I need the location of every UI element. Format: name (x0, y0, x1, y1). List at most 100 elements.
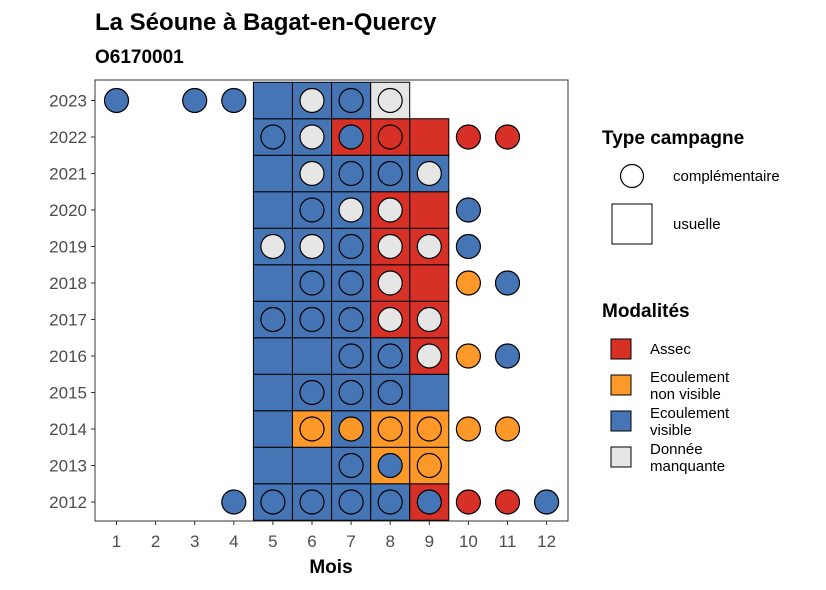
point-complementaire-2012-7 (338, 489, 364, 515)
tile-usuelle-2021-5 (252, 154, 293, 193)
tile-usuelle-2023-5 (252, 81, 293, 120)
complementaire-points (103, 87, 560, 515)
point-complementaire-2022-8 (377, 124, 403, 150)
legend-type-title: Type campagne (602, 128, 744, 149)
x-axis-title: Mois (309, 557, 352, 578)
point-complementaire-2022-7 (338, 124, 364, 150)
point-complementaire-2020-8 (377, 197, 403, 223)
point-complementaire-2021-9 (416, 160, 442, 187)
x-tick-label-4: 4 (229, 532, 238, 551)
legend-modalites: Modalités Assec Ecoulement non visibleEcou… (602, 301, 730, 475)
tile-usuelle-2015-9 (409, 373, 450, 412)
point-complementaire-2012-12 (533, 489, 560, 515)
point-complementaire-2012-8 (377, 489, 403, 515)
y-tick-label-2018: 2018 (49, 274, 87, 293)
point-complementaire-2023-8 (377, 87, 403, 114)
tile-usuelle-2016-6 (292, 337, 332, 375)
point-complementaire-2016-9 (416, 343, 442, 369)
x-tick-label-6: 6 (307, 532, 316, 551)
legend-label-ecoulement-visible: Ecoulement visible (650, 405, 730, 439)
x-tick-label-2: 2 (151, 532, 160, 551)
point-complementaire-2018-10 (455, 270, 481, 296)
y-tick-label-2023: 2023 (49, 92, 87, 111)
point-complementaire-2021-8 (377, 160, 403, 187)
point-complementaire-2014-6 (299, 416, 325, 442)
x-tick-label-1: 1 (112, 532, 121, 551)
point-complementaire-2016-10 (455, 343, 481, 369)
point-complementaire-2022-5 (260, 124, 286, 150)
legend-label-assec: Assec (650, 341, 691, 358)
point-complementaire-2013-7 (338, 452, 364, 479)
point-complementaire-2021-6 (299, 160, 325, 187)
point-complementaire-2012-11 (494, 489, 521, 515)
tile-usuelle-2013-6 (292, 446, 332, 485)
point-complementaire-2013-8 (377, 452, 403, 479)
point-complementaire-2017-8 (377, 306, 403, 333)
point-complementaire-2022-10 (455, 124, 481, 150)
x-axis: 1 2 3 4 5 6 7 8 9 10 11 12 (112, 521, 556, 551)
legend-key-circle (619, 163, 645, 189)
point-complementaire-2016-8 (377, 343, 403, 369)
legend-swatch-donn-e-manquante (610, 446, 632, 468)
x-tick-label-9: 9 (425, 532, 434, 551)
x-tick-label-8: 8 (385, 532, 394, 551)
point-complementaire-2017-9 (416, 306, 442, 333)
tile-usuelle-2016-5 (252, 337, 293, 375)
legend-label-ecoulement-non-visible: Ecoulement non visible (650, 369, 730, 403)
x-tick-label-5: 5 (268, 532, 277, 551)
point-complementaire-2020-10 (455, 197, 481, 223)
point-complementaire-2013-9 (416, 452, 442, 479)
point-complementaire-2023-4 (221, 87, 247, 114)
point-complementaire-2014-11 (494, 416, 521, 442)
point-complementaire-2023-6 (299, 87, 325, 114)
point-complementaire-2012-6 (299, 489, 325, 515)
legend-swatch-ecoulement-non-visible (610, 374, 632, 396)
point-complementaire-2015-7 (338, 379, 364, 406)
tile-usuelle-2014-5 (252, 410, 293, 448)
legend-modalites-title: Modalités (602, 301, 690, 322)
y-tick-label-2021: 2021 (49, 165, 87, 184)
legend-swatch-assec (610, 338, 632, 360)
y-tick-label-2014: 2014 (49, 420, 87, 439)
point-complementaire-2018-7 (338, 270, 364, 296)
x-tick-label-12: 12 (537, 532, 556, 551)
plot-area (94, 79, 569, 522)
legend-label-square: usuelle (673, 216, 721, 233)
point-complementaire-2023-3 (182, 87, 208, 114)
point-complementaire-2019-8 (377, 233, 403, 260)
y-tick-label-2017: 2017 (49, 311, 87, 330)
tile-usuelle-2018-5 (252, 264, 293, 302)
point-complementaire-2015-6 (299, 379, 325, 406)
point-complementaire-2023-7 (338, 87, 364, 114)
point-complementaire-2020-6 (299, 197, 325, 223)
legend-label-donn-e-manquante: Donnée manquante (650, 441, 725, 475)
chart-subtitle: O6170001 (95, 47, 184, 68)
y-tick-label-2016: 2016 (49, 347, 87, 366)
tile-usuelle-2020-5 (252, 191, 293, 229)
point-complementaire-2018-6 (299, 270, 325, 296)
tile-usuelle-2013-5 (252, 446, 293, 485)
x-tick-label-7: 7 (346, 532, 355, 551)
y-tick-label-2022: 2022 (49, 128, 87, 147)
point-complementaire-2019-6 (299, 233, 325, 260)
point-complementaire-2017-7 (338, 306, 364, 333)
point-complementaire-2022-6 (299, 124, 325, 150)
y-axis: 2012 2013 2014 2015 2016 2017 2018 2019 2020 2021… (49, 92, 95, 512)
point-complementaire-2019-7 (338, 233, 364, 260)
point-complementaire-2019-5 (260, 233, 286, 260)
tile-usuelle-2015-5 (252, 373, 293, 412)
point-complementaire-2016-11 (494, 343, 521, 369)
point-complementaire-2012-5 (260, 489, 286, 515)
point-complementaire-2014-7 (338, 416, 364, 442)
x-tick-label-3: 3 (190, 532, 199, 551)
y-tick-label-2020: 2020 (49, 201, 87, 220)
point-complementaire-2012-9 (416, 489, 442, 515)
tile-usuelle-2022-9 (409, 118, 450, 156)
legend-key-square (611, 203, 653, 245)
point-complementaire-2014-9 (416, 416, 442, 442)
y-tick-label-2013: 2013 (49, 457, 87, 476)
point-complementaire-2018-11 (494, 270, 521, 296)
y-tick-label-2015: 2015 (49, 384, 87, 403)
point-complementaire-2016-7 (338, 343, 364, 369)
